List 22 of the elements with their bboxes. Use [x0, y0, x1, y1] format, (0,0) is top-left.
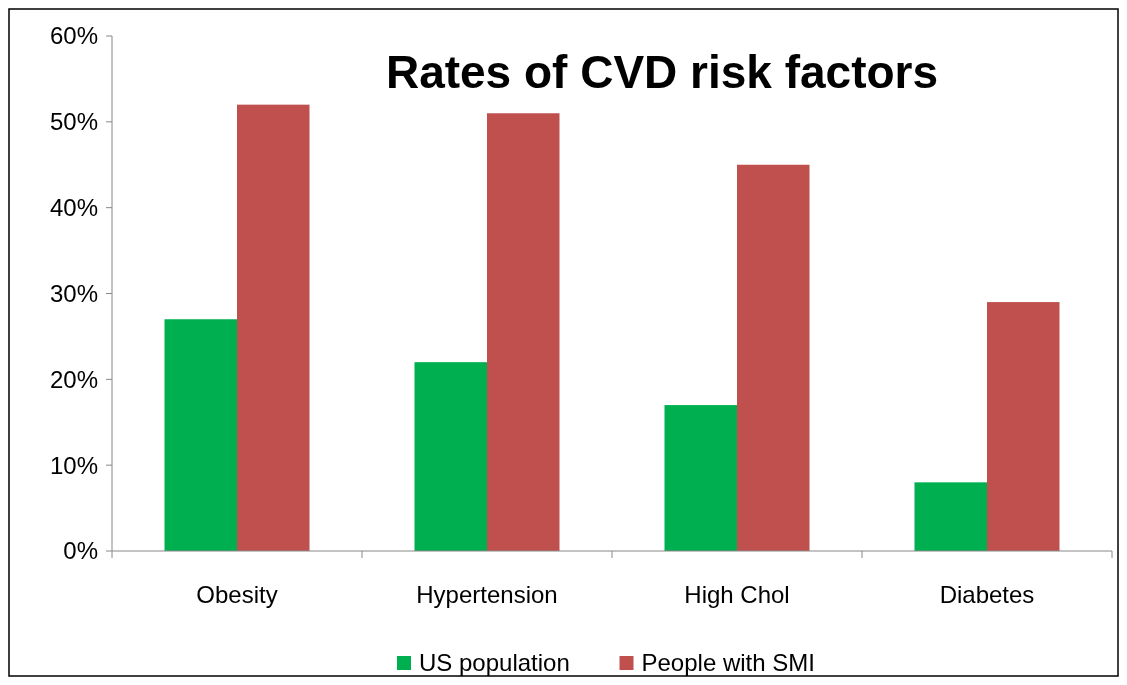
x-tick-label: Obesity: [196, 581, 278, 608]
bar: [164, 319, 237, 551]
y-tick-label: 30%: [49, 279, 98, 307]
x-tick-label: Diabetes: [939, 581, 1035, 608]
bar: [914, 482, 987, 551]
bar: [987, 302, 1060, 551]
bar: [237, 104, 310, 551]
legend-label: People with SMI: [641, 649, 815, 677]
y-tick-label: 60%: [49, 22, 98, 50]
y-tick-label: 10%: [49, 451, 98, 479]
y-tick-label: 40%: [49, 194, 98, 222]
legend-label: US population: [419, 649, 570, 677]
y-tick-label: 0%: [63, 537, 98, 565]
bar: [414, 362, 487, 551]
x-tick-label: Hypertension: [416, 581, 558, 608]
bar: [737, 164, 810, 551]
bar: [664, 405, 737, 551]
chart-title: Rates of CVD risk factors: [385, 46, 939, 98]
y-tick-label: 20%: [49, 365, 98, 393]
y-tick-label: 50%: [49, 108, 98, 136]
bar: [487, 113, 560, 551]
x-tick-label: High Chol: [684, 581, 790, 608]
